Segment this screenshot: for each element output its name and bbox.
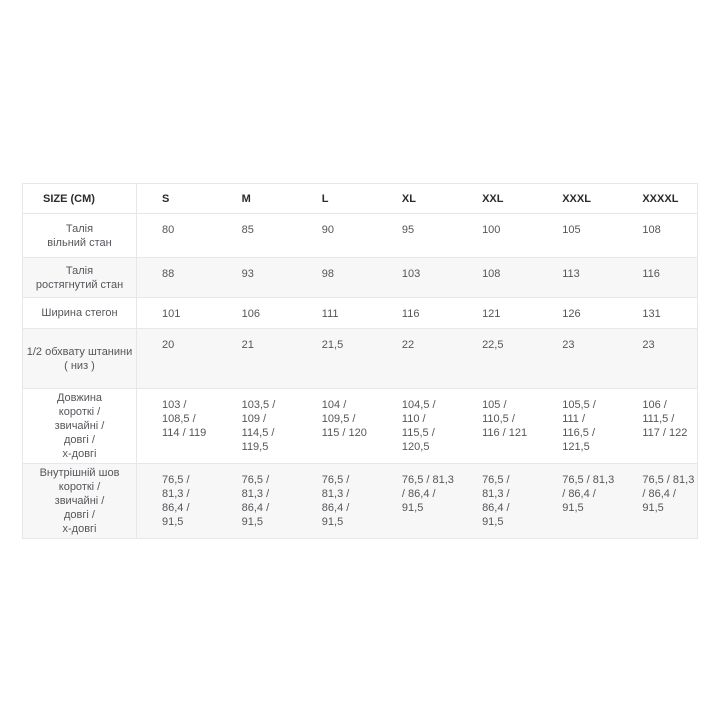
size-value-cell: 22	[401, 339, 415, 351]
size-value-cell: 95	[401, 224, 415, 236]
size-value-cell: 105	[562, 224, 581, 236]
size-value-cell: 105 / 110,5 / 116 / 121	[482, 399, 528, 439]
column-header: XL	[401, 192, 416, 205]
size-value-cell: 106	[241, 308, 260, 320]
size-value-cell: 85	[241, 224, 254, 236]
size-value-cell: 103 / 108,5 / 114 / 119	[162, 399, 207, 439]
table-row: Внутрішній шов короткі / звичайні / довг…	[22, 463, 698, 539]
size-value-cell: 76,5 / 81,3 / 86,4 / 91,5	[482, 474, 510, 528]
header-row: SIZE (CM) S M L XL XXL XXXL XXXXL	[22, 183, 698, 214]
size-value-cell: 80	[162, 224, 175, 236]
column-header: L	[321, 192, 329, 205]
column-header: M	[241, 192, 251, 205]
table-row: Довжина короткі / звичайні / довгі / х-д…	[22, 388, 698, 464]
size-chart: SIZE (CM) S M L XL XXL XXXL XXXXL Талія вільний…	[22, 183, 698, 539]
size-value-cell: 93	[241, 268, 254, 280]
corner-header: SIZE (CM)	[22, 183, 137, 214]
size-value-cell: 23	[562, 339, 575, 351]
table-row: 1/2 обхвату штанини ( низ ) 20 21 21,5 22 22,…	[22, 328, 698, 389]
size-value-cell: 103	[401, 268, 421, 280]
size-value-cell: 108	[482, 268, 501, 280]
size-value-cell: 108	[642, 224, 661, 236]
size-value-cell: 104 / 109,5 / 115 / 120	[321, 399, 367, 439]
size-value-cell: 106 / 111,5 / 117 / 122	[642, 399, 688, 439]
size-value-cell: 88	[162, 268, 175, 280]
column-header: XXXXL	[642, 192, 679, 205]
size-value-cell: 21	[241, 339, 254, 351]
size-value-cell: 101	[162, 308, 181, 320]
size-value-cell: 104,5 / 110 / 115,5 / 120,5	[401, 399, 436, 453]
size-value-cell: 98	[321, 268, 335, 280]
size-value-cell: 90	[321, 224, 335, 236]
size-value-cell: 76,5 / 81,3 / 86,4 / 91,5	[642, 474, 695, 514]
table-row: Талія ростягнутий стан 88 93 98 103 108 113 116	[22, 257, 698, 298]
column-header: S	[162, 192, 170, 205]
row-label: 1/2 обхвату штанини ( низ )	[22, 328, 137, 389]
size-value-cell: 21,5	[321, 339, 344, 351]
row-label: Внутрішній шов короткі / звичайні / довг…	[22, 463, 137, 539]
size-chart-table: SIZE (CM) S M L XL XXL XXXL XXXXL Талія вільний…	[22, 183, 698, 539]
size-value-cell: 111	[321, 308, 339, 320]
size-value-cell: 23	[642, 339, 655, 351]
size-value-cell: 20	[162, 339, 175, 351]
row-label: Талія вільний стан	[22, 213, 137, 258]
size-value-cell: 121	[482, 308, 501, 320]
table-body: Талія вільний стан 80 85 90 95 100 105 108 Талія…	[22, 213, 698, 539]
size-value-cell: 113	[562, 268, 580, 280]
size-value-cell: 76,5 / 81,3 / 86,4 / 91,5	[401, 474, 454, 514]
column-header: XXXL	[562, 192, 591, 205]
table-head: SIZE (CM) S M L XL XXL XXXL XXXXL	[22, 183, 698, 214]
size-value-cell: 76,5 / 81,3 / 86,4 / 91,5	[241, 474, 270, 528]
row-label: Довжина короткі / звичайні / довгі / х-д…	[22, 388, 137, 464]
size-value-cell: 76,5 / 81,3 / 86,4 / 91,5	[562, 474, 615, 514]
size-value-cell: 116	[642, 268, 660, 280]
size-value-cell: 76,5 / 81,3 / 86,4 / 91,5	[162, 474, 190, 528]
size-value-cell: 103,5 / 109 / 114,5 / 119,5	[241, 399, 276, 453]
size-value-cell: 22,5	[482, 339, 504, 351]
table-row: Ширина стегон 101 106 111 116 121 126 131	[22, 297, 698, 329]
size-value-cell: 116	[401, 308, 420, 320]
column-header: XXL	[482, 192, 504, 205]
row-label: Ширина стегон	[22, 297, 137, 329]
size-value-cell: 76,5 / 81,3 / 86,4 / 91,5	[321, 474, 350, 528]
table-row: Талія вільний стан 80 85 90 95 100 105 108	[22, 213, 698, 258]
row-label: Талія ростягнутий стан	[22, 257, 137, 298]
size-value-cell: 126	[562, 308, 581, 320]
size-value-cell: 100	[482, 224, 501, 236]
size-value-cell: 105,5 / 111 / 116,5 / 121,5	[562, 399, 596, 453]
size-value-cell: 131	[642, 308, 661, 320]
